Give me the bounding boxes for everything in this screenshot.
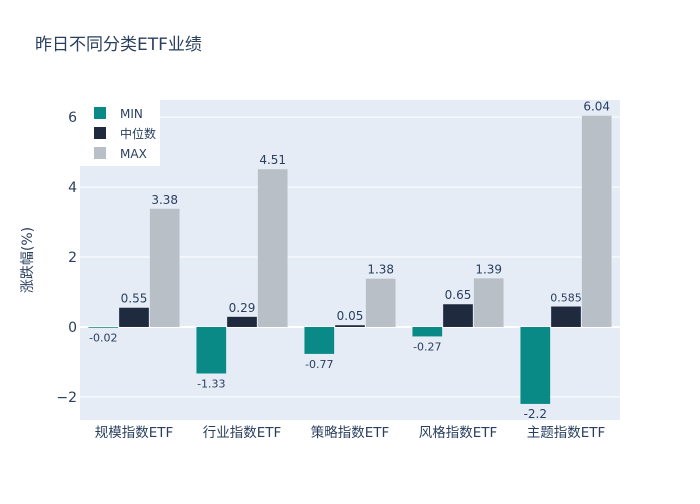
legend-label: MIN <box>120 107 143 121</box>
y-tick-label: 6 <box>68 110 77 126</box>
legend-item-MAX[interactable]: MAX <box>94 147 147 161</box>
x-tick-label: 主题指数ETF <box>527 425 606 441</box>
y-axis-label: 涨跌幅(%) <box>20 227 36 293</box>
legend-label: MAX <box>120 147 147 161</box>
bar-中位数-风格指数ETF <box>443 304 473 327</box>
data-label: 0.55 <box>121 292 148 306</box>
chart-title: 昨日不同分类ETF业绩 <box>35 35 202 55</box>
legend-swatch <box>94 147 106 159</box>
y-tick-label: 0 <box>68 320 77 336</box>
data-label: 3.38 <box>151 193 178 207</box>
bar-中位数-行业指数ETF <box>227 316 257 327</box>
data-label: -0.77 <box>305 358 333 371</box>
legend-item-中位数[interactable]: 中位数 <box>94 126 156 141</box>
bar-MIN-策略指数ETF <box>304 326 335 354</box>
data-label: 1.39 <box>475 262 502 276</box>
legend-label: 中位数 <box>120 126 156 141</box>
legend-swatch <box>94 127 106 139</box>
data-label: 0.05 <box>337 309 364 323</box>
bar-中位数-规模指数ETF <box>119 307 149 327</box>
data-label: 1.38 <box>367 263 394 277</box>
bar-MAX-主题指数ETF <box>581 115 612 327</box>
data-label: 0.29 <box>229 301 256 315</box>
x-tick-label: 行业指数ETF <box>203 425 282 441</box>
bar-MAX-风格指数ETF <box>473 278 504 327</box>
bar-MAX-行业指数ETF <box>257 169 288 327</box>
data-label: -1.33 <box>197 377 225 390</box>
y-tick-label: 4 <box>68 180 77 196</box>
bar-中位数-策略指数ETF <box>335 325 365 327</box>
bar-MIN-风格指数ETF <box>412 326 443 337</box>
x-tick-label: 风格指数ETF <box>419 425 498 441</box>
data-label: 4.51 <box>259 153 286 167</box>
y-tick-label: −2 <box>56 390 77 406</box>
bar-MAX-策略指数ETF <box>365 278 396 327</box>
legend-swatch <box>94 107 106 119</box>
bar-MIN-主题指数ETF <box>520 326 551 404</box>
data-label: 0.65 <box>445 288 472 302</box>
data-label: -0.02 <box>89 332 117 345</box>
y-tick-label: 2 <box>68 250 77 266</box>
data-label: -0.27 <box>413 340 441 353</box>
legend-box <box>80 100 160 166</box>
x-tick-label: 规模指数ETF <box>95 425 174 441</box>
data-label: 0.585 <box>550 292 582 305</box>
bar-MIN-规模指数ETF <box>88 326 119 328</box>
bar-MAX-规模指数ETF <box>149 208 180 327</box>
legend-item-MIN[interactable]: MIN <box>94 107 143 121</box>
bar-MIN-行业指数ETF <box>196 326 227 374</box>
bar-中位数-主题指数ETF <box>551 306 581 327</box>
data-label: -2.2 <box>524 407 547 421</box>
data-label: 6.04 <box>583 100 610 114</box>
x-tick-label: 策略指数ETF <box>311 424 390 441</box>
